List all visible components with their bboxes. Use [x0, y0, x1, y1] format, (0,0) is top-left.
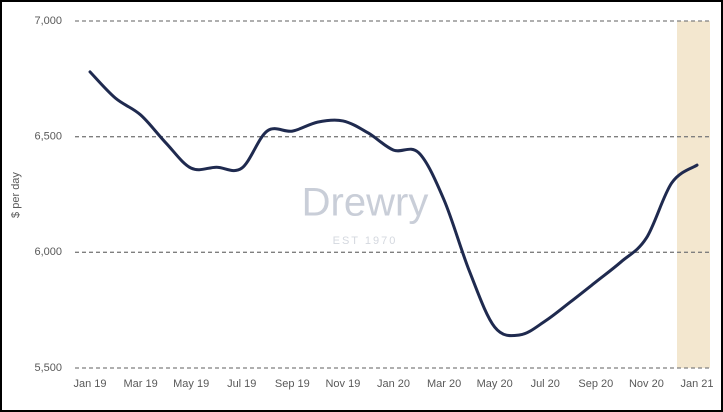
- x-tick-label: May 19: [173, 378, 209, 390]
- y-tick-label: 5,500: [34, 362, 62, 374]
- line-series: [88, 70, 699, 338]
- y-tick-label: 6,500: [34, 131, 62, 143]
- y-axis-label: $ per day: [10, 172, 22, 218]
- y-tick-label: 6,000: [34, 246, 62, 258]
- x-tick-label: Mar 19: [123, 378, 157, 390]
- x-tick-label: Nov 19: [325, 378, 360, 390]
- forecast-shade: [677, 21, 710, 368]
- y-tick-label: 7,000: [34, 15, 62, 27]
- watermark: Drewry: [302, 181, 429, 225]
- x-tick-label: Jan 21: [680, 378, 713, 390]
- x-tick-label: Sep 20: [578, 378, 613, 390]
- x-tick-label: Jan 19: [73, 378, 106, 390]
- x-tick-label: Sep 19: [275, 378, 310, 390]
- x-tick-label: Jan 20: [377, 378, 410, 390]
- watermark-subtitle: EST 1970: [333, 235, 398, 247]
- x-tick-label: Jul 20: [531, 378, 560, 390]
- x-tick-label: Jul 19: [227, 378, 256, 390]
- x-tick-label: Mar 20: [427, 378, 461, 390]
- x-tick-label: Nov 20: [629, 378, 664, 390]
- x-tick-label: May 20: [477, 378, 513, 390]
